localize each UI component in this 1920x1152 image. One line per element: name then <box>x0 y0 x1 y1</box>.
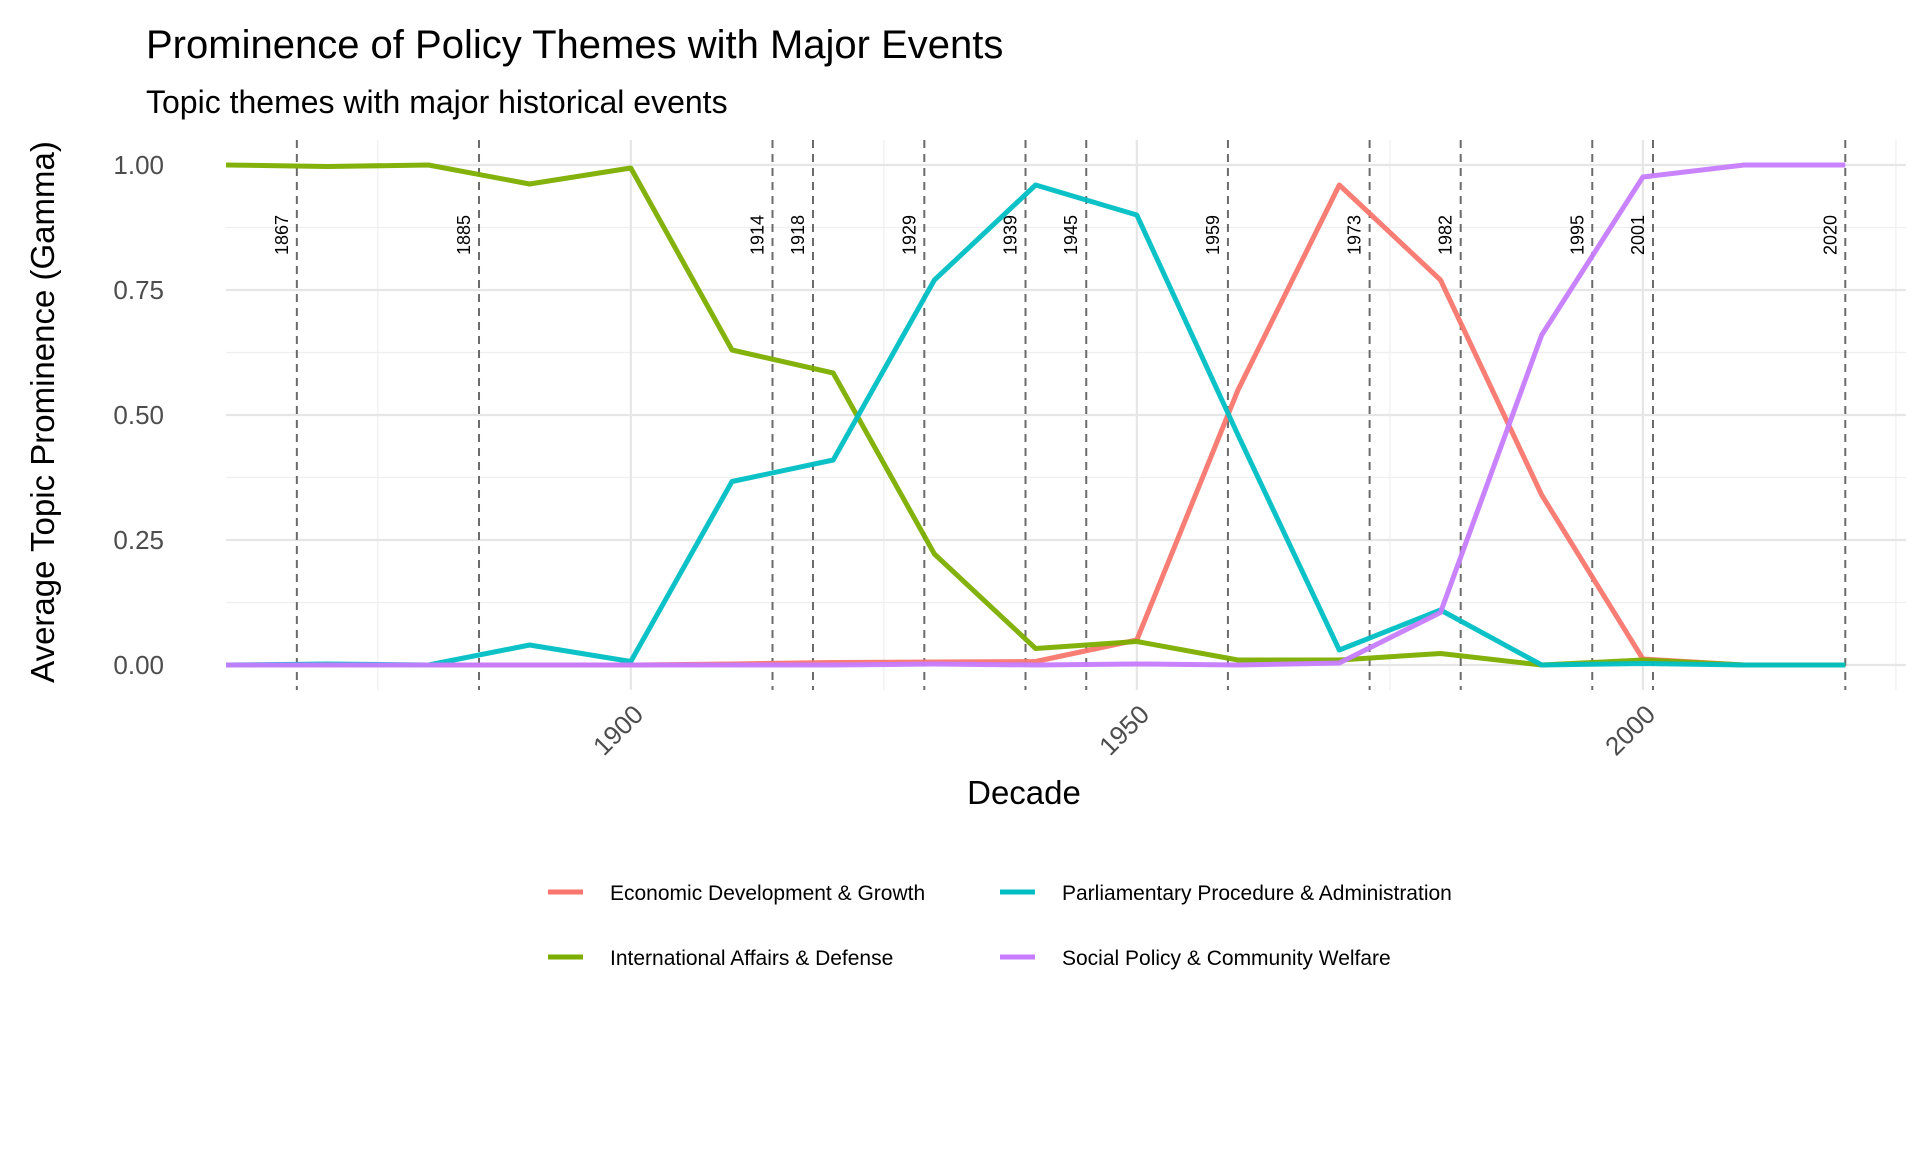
event-label-2001: 2001 <box>1628 215 1648 255</box>
y-tick-label: 0.00 <box>113 650 164 680</box>
x-tick-label: 2000 <box>1599 699 1661 761</box>
y-tick-label: 0.50 <box>113 400 164 430</box>
y-tick-label: 0.25 <box>113 525 164 555</box>
x-axis-ticks: 1900 1950 2000 <box>587 699 1661 761</box>
chart-title: Prominence of Policy Themes with Major E… <box>146 23 1003 67</box>
event-label-1945: 1945 <box>1061 215 1081 255</box>
series-line-3 <box>225 182 1846 668</box>
series-line-1 <box>226 182 1846 668</box>
event-label-1929: 1929 <box>899 215 919 255</box>
chart-subtitle: Topic themes with major historical event… <box>146 84 728 120</box>
event-label-1918: 1918 <box>788 215 808 255</box>
legend: Economic Development & Growth Parliamenta… <box>548 882 1452 970</box>
event-markers: 1867 1885 1914 1918 1929 1939 1945 1959 1973 1982… <box>272 140 1847 690</box>
y-axis-title: Average Topic Prominence (Gamma) <box>24 141 61 683</box>
legend-label: Social Policy & Community Welfare <box>1062 947 1391 970</box>
x-tick-label: 1950 <box>1093 699 1155 761</box>
event-label-1885: 1885 <box>454 215 474 255</box>
event-label-1867: 1867 <box>272 215 292 255</box>
legend-label: International Affairs & Defense <box>610 947 893 970</box>
x-axis-title: Decade <box>967 774 1081 811</box>
y-axis-ticks: 0.00 0.25 0.50 0.75 1.00 <box>113 150 164 680</box>
y-tick-label: 1.00 <box>113 150 164 180</box>
x-tick-label: 1900 <box>587 699 649 761</box>
event-label-1914: 1914 <box>748 215 768 255</box>
event-label-2020: 2020 <box>1820 215 1840 255</box>
y-tick-label: 0.75 <box>113 275 164 305</box>
series-lines <box>225 162 1846 668</box>
legend-label: Economic Development & Growth <box>610 882 925 905</box>
event-label-1959: 1959 <box>1203 215 1223 255</box>
legend-label: Parliamentary Procedure & Administration <box>1062 882 1452 905</box>
series-line-4 <box>226 162 1846 668</box>
event-label-1982: 1982 <box>1436 215 1456 255</box>
event-label-1973: 1973 <box>1345 215 1365 255</box>
event-label-1939: 1939 <box>1001 215 1021 255</box>
event-label-1995: 1995 <box>1567 215 1587 255</box>
